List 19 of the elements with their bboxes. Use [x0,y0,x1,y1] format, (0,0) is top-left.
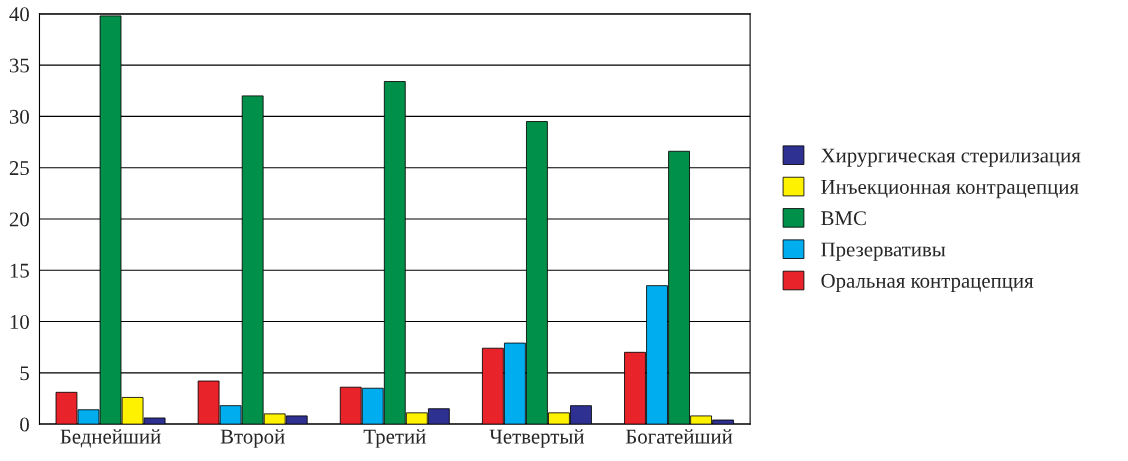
x-tick-label: Четвертый [489,429,585,448]
x-tick-label: Богатейший [625,429,733,444]
y-tick-label: 35 [9,58,29,73]
y-tick-label: 40 [9,7,29,22]
y-tick-label: 20 [9,212,29,227]
legend-label: Презервативы [821,242,946,261]
x-tick-label: Беднейший [60,429,161,448]
legend-label: Оральная контрацепция [821,273,1034,293]
y-tick-label: 30 [9,109,29,124]
legend-label: Хирургическая стерилизация [821,148,1081,167]
y-tick-label: 5 [20,366,29,381]
y-tick-label: 25 [9,161,29,176]
y-tick-label: 0 [20,417,29,432]
y-tick-label: 10 [10,314,29,329]
legend-label: Инъекционная контрацепция [821,180,1079,199]
legend-label: ВМС [821,211,866,226]
y-tick-label: 15 [10,263,29,278]
x-tick-label: Третий [363,429,426,448]
x-tick-label: Второй [220,429,285,448]
